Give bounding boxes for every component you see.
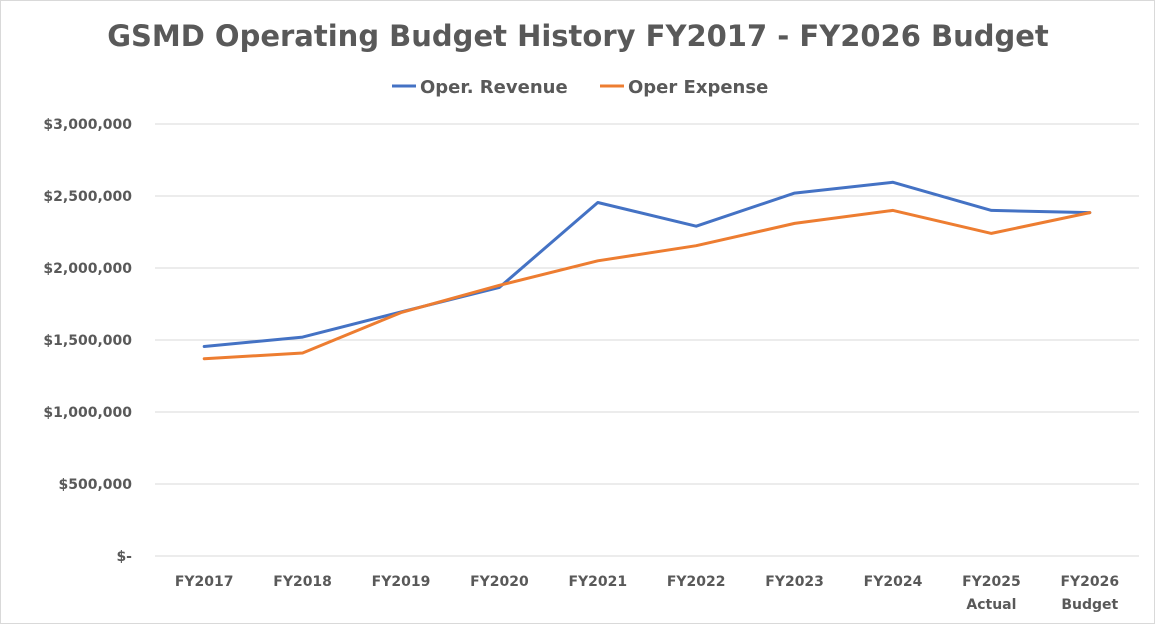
x-tick-label: FY2018 [273,574,332,590]
y-axis-labels: $- $500,000 $1,000,000 $1,500,000 $2,000,000… [43,117,132,565]
series-lines [202,180,1092,361]
x-tick-label: FY2017 [175,574,234,590]
y-tick-label: $500,000 [58,477,132,493]
y-tick-label: $1,500,000 [43,333,132,349]
x-tick-label: FY2024 [864,574,923,590]
x-tick-label: FY2021 [568,574,627,590]
x-tick-label: FY2019 [372,574,431,590]
x-tick-label: FY2022 [667,574,726,590]
y-tick-label: $1,000,000 [43,405,132,421]
x-tick-label: FY2020 [470,574,529,590]
gridlines [155,123,1139,557]
x-tick-label: FY2023 [765,574,824,590]
x-tick-label: FY2026 Budget [1060,574,1119,613]
legend-label-oper-revenue: Oper. Revenue [420,77,568,98]
x-tick-label: FY2025 Actual [962,574,1021,613]
legend: Oper. Revenue Oper Expense [392,77,768,98]
y-tick-label: $3,000,000 [43,117,132,133]
y-tick-label: $- [116,549,132,565]
chart-title: GSMD Operating Budget History FY2017 - F… [107,19,1049,53]
series-line-oper-revenue [202,180,1092,348]
y-tick-label: $2,000,000 [43,261,132,277]
series-line-oper-expense [202,208,1092,361]
x-axis-labels: FY2017 FY2018 FY2019 FY2020 FY2021 FY2022 FY20… [175,574,1119,613]
legend-label-oper-expense: Oper Expense [628,77,768,98]
y-tick-label: $2,500,000 [43,189,132,205]
